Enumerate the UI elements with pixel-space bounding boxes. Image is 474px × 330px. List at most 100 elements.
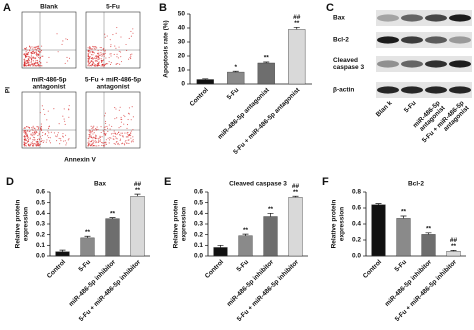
cell-dot [34,127,36,129]
cell-dot [31,51,33,53]
significance-mark: * [234,64,237,71]
cell-dot [40,51,42,53]
cell-dot [126,124,129,126]
cell-dot [60,138,62,140]
significance-mark: ** [293,189,299,196]
cell-dot [42,55,44,57]
cell-dot [88,48,90,50]
panel-letter: E [164,176,171,188]
cell-dot [23,60,25,62]
cell-dot [27,137,29,139]
cell-dot [117,133,119,135]
cell-dot [89,142,91,144]
cell-dot [49,140,51,142]
cell-dot [118,46,120,48]
cell-dot [32,65,34,67]
cell-dot [97,50,99,52]
cell-dot [95,65,97,67]
cell-dot [24,132,26,134]
cell-dot [103,141,105,144]
cell-dot [36,65,38,67]
cell-dot [96,141,98,143]
cell-dot [88,49,90,51]
cell-dot [23,141,25,143]
blot-row-label: β-actin [333,87,354,94]
cell-dot [37,50,40,52]
cell-dot [33,134,35,136]
cell-dot [24,130,27,132]
cell-dot [105,132,107,134]
cell-dot [129,57,131,59]
y-tick-label: 0.4 [194,210,203,217]
cell-dot [125,43,127,46]
cell-dot [95,135,97,137]
cell-dot [118,131,120,133]
significance-mark: ** [268,206,274,213]
cell-dot [116,117,118,119]
cell-dot [120,121,122,123]
cell-dot [96,65,98,67]
cell-dot [24,139,26,142]
cell-dot [91,60,93,62]
cell-dot [33,139,35,141]
cell-dot [109,63,112,66]
y-tick-label: 0.0 [194,253,203,260]
cell-dot [26,49,28,51]
cell-dot [26,137,28,139]
cell-dot [35,132,37,134]
cell-dot [104,141,106,143]
cell-dot [33,63,36,66]
cell-dot [132,139,134,141]
cell-dot [25,54,27,56]
cell-dot [127,134,129,136]
cell-dot [32,129,34,131]
y-tick-label: 0.1 [36,242,45,249]
y-tick-label: 0.4 [36,210,45,217]
cell-dot [95,134,97,136]
cell-dot [38,144,40,147]
chart-title: Bax [94,181,106,188]
cell-dot [24,135,26,137]
cell-dot [65,134,67,136]
y-tick-label: 0.6 [36,189,45,196]
cell-dot [25,48,27,50]
bar [238,235,253,257]
cell-dot [95,136,97,138]
cell-dot [92,145,94,147]
cell-dot [61,43,63,45]
cell-dot [39,58,41,60]
error-bar [375,203,382,205]
cell-dot [30,56,32,58]
blot-band [377,60,399,68]
cell-dot [38,56,40,59]
cell-dot [32,141,34,143]
cell-dot [24,61,26,63]
cell-dot [88,130,90,132]
cell-dot [40,129,42,132]
cell-dot [89,46,91,48]
error-bar [84,235,91,238]
cell-dot [40,49,43,51]
cell-dot [62,135,64,137]
blot-band [401,86,423,94]
plot-frame [85,11,141,69]
cell-dot [101,63,104,66]
cell-dot [57,132,59,134]
cell-dot [103,131,105,133]
cell-dot [131,140,133,142]
cell-dot [110,55,112,57]
cell-dot [28,59,30,61]
cell-dot [131,53,133,55]
cell-dot [109,53,111,55]
cell-dot [48,126,50,128]
cell-dot [100,49,102,51]
cell-dot [24,144,26,146]
cell-dot [27,55,29,57]
cell-dot [36,140,38,142]
blot-band [449,60,471,68]
cell-dot [99,140,101,143]
cell-dot [36,50,38,52]
cell-dot [29,144,32,146]
cell-dot [53,132,55,134]
cell-dot [116,53,118,55]
